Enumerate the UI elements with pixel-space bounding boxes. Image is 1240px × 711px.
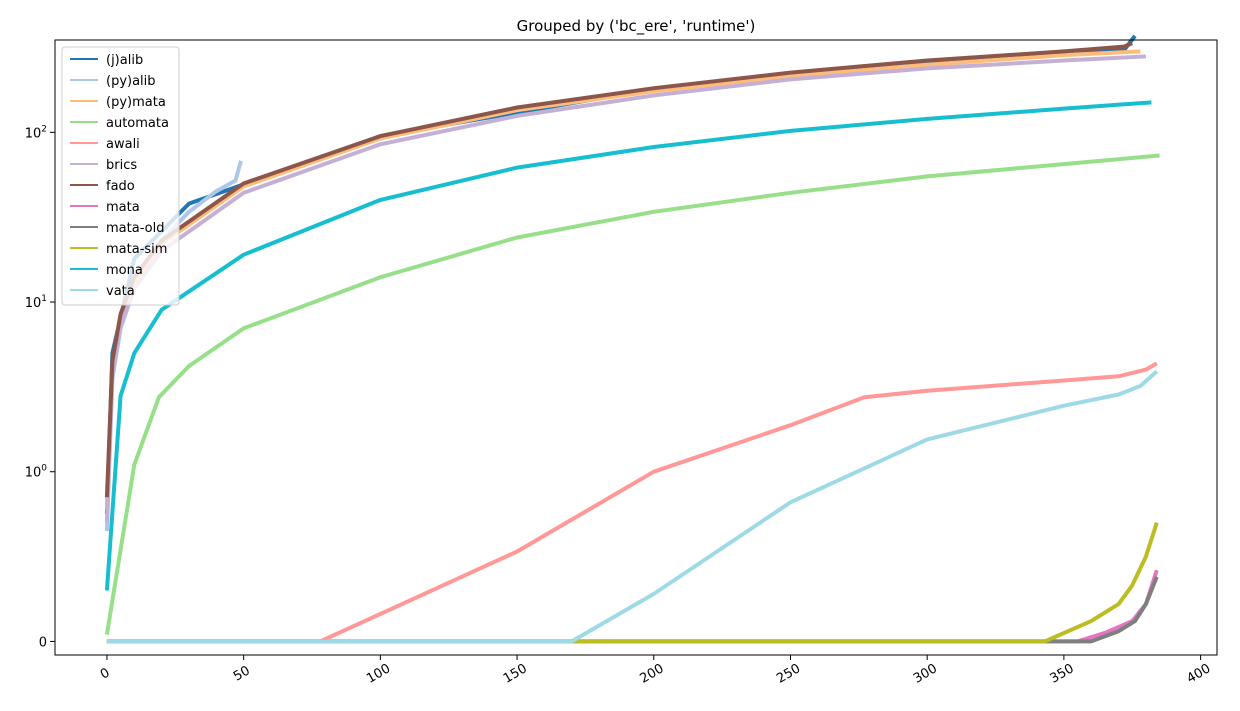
legend-label: awali <box>106 137 140 152</box>
series-line-mata-sim <box>106 521 1159 644</box>
plot-frame <box>54 39 1218 656</box>
legend-label: automata <box>106 116 169 131</box>
x-tick-label: 350 <box>1048 661 1077 686</box>
series-line-mata-old <box>106 576 1159 644</box>
legend-label: mata-sim <box>106 242 167 257</box>
x-tick-label: 150 <box>501 661 530 686</box>
chart-title: Grouped by ('bc_ere', 'runtime') <box>517 17 756 36</box>
x-tick-label: 400 <box>1184 661 1213 686</box>
x-tick-label: 200 <box>638 661 667 686</box>
x-tick-label: 250 <box>774 661 803 686</box>
legend-label: mona <box>106 263 143 278</box>
legend-label: brics <box>106 158 137 173</box>
x-tick-label: 100 <box>364 661 393 686</box>
series-line-fado <box>104 41 1133 498</box>
legend-label: (j)alib <box>106 53 143 68</box>
x-axis: 0 50 100 150 200 250 300 350 400 <box>98 655 1213 687</box>
x-tick-label: 50 <box>231 663 253 684</box>
legend-label: (py)alib <box>106 74 156 89</box>
y-tick-label: 101 <box>25 294 47 311</box>
y-tick-label: 102 <box>25 124 47 141</box>
plot-area <box>104 34 1160 644</box>
legend-label: mata-old <box>106 221 164 236</box>
legend-label: (py)mata <box>106 95 166 110</box>
legend-label: vata <box>106 284 135 299</box>
series-line-vata <box>106 369 1159 644</box>
x-tick-label: 300 <box>911 661 940 686</box>
series-line-mona <box>104 100 1152 591</box>
x-tick-label: 0 <box>98 665 113 682</box>
legend: (j)alib (py)alib (py)mata automata awali bric… <box>61 46 180 306</box>
y-axis: 0 100 101 102 <box>25 124 55 650</box>
y-tick-label: 0 <box>39 635 47 650</box>
series-line-automata <box>104 153 1160 635</box>
series-line-brics <box>104 54 1146 523</box>
series-line-awali <box>106 361 1158 644</box>
series-line-py-mata <box>104 49 1141 510</box>
legend-label: mata <box>106 200 140 215</box>
series-line-j-alib <box>104 34 1137 515</box>
legend-box <box>61 46 180 306</box>
y-tick-label: 100 <box>25 464 48 481</box>
legend-label: fado <box>106 179 135 194</box>
